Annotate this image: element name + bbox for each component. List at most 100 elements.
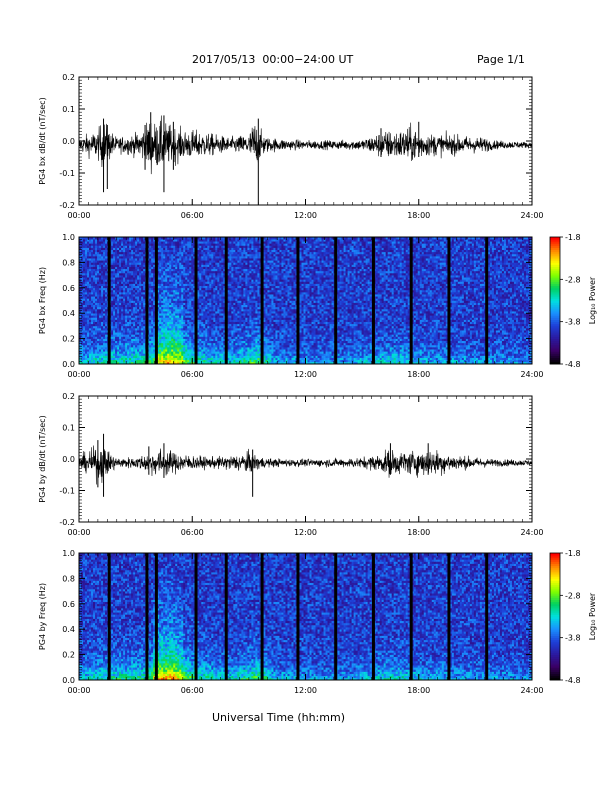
x-tick-label: 24:00 <box>520 686 543 695</box>
y-tick-label: 0.8 <box>62 574 75 583</box>
x-tick-label: 24:00 <box>520 211 543 220</box>
data-gap-band <box>224 553 228 680</box>
colorbar-tick-label: -2.8 <box>565 275 581 284</box>
plot-frame <box>78 236 533 365</box>
y-tick-label: 0.1 <box>62 424 75 433</box>
data-gap-band <box>194 553 198 680</box>
y-tick-label: 0.4 <box>62 625 75 634</box>
data-gap-band <box>260 237 264 364</box>
x-tick-label: 18:00 <box>407 211 430 220</box>
data-gap-band <box>371 237 375 364</box>
y-tick-label: 0.2 <box>62 335 75 344</box>
data-gap-band <box>485 237 489 364</box>
y-tick-label: 0.0 <box>62 455 75 464</box>
x-tick-label: 18:00 <box>407 370 430 379</box>
x-tick-label: 12:00 <box>294 528 317 537</box>
y-tick-label: 0.6 <box>62 600 75 609</box>
plot-frame <box>78 76 533 206</box>
data-gap-band <box>154 237 158 364</box>
x-tick-label: 06:00 <box>181 211 204 220</box>
y-axis-label: PG4 bx Freq (Hz) <box>38 267 47 334</box>
x-tick-label: 00:00 <box>67 528 90 537</box>
y-tick-label: -0.2 <box>59 518 75 527</box>
panel-3-trace <box>78 433 533 497</box>
plot-frame <box>78 395 533 523</box>
data-gap-band <box>145 553 149 680</box>
colorbar-tick-label: -3.8 <box>565 318 581 327</box>
y-tick-label: 0.2 <box>62 392 75 401</box>
panel-4-axes: 0.0 0.2 0.4 0.6 0.8 1.0 00:00 06:00 12:00 18:00 24… <box>38 549 544 695</box>
panel-1-trace <box>78 112 533 205</box>
data-gap-band <box>296 553 300 680</box>
colorbar-label: Log₁₀ Power <box>588 276 597 324</box>
x-tick-label: 12:00 <box>294 370 317 379</box>
y-tick-label: 0.2 <box>62 73 75 82</box>
x-tick-label: 24:00 <box>520 528 543 537</box>
colorbar-tick-label: -1.8 <box>565 233 581 242</box>
y-tick-label: -0.1 <box>59 487 75 496</box>
dbdt-series-line <box>78 115 533 175</box>
y-tick-label: 1.0 <box>62 549 75 558</box>
colorbar-tick-label: -1.8 <box>565 549 581 558</box>
data-gap-band <box>334 237 338 364</box>
data-gap-band <box>194 237 198 364</box>
colorbar: -1.8 -2.8 -3.8 -4.8 Log₁₀ Power <box>549 233 597 369</box>
panel-4-spectrogram <box>79 553 533 681</box>
data-gap-band <box>145 237 149 364</box>
x-tick-label: 00:00 <box>67 686 90 695</box>
dbdt-series-line <box>78 445 533 485</box>
data-gap-band <box>107 553 111 680</box>
x-tick-label: 06:00 <box>181 686 204 695</box>
colorbar-tick-label: -2.8 <box>565 591 581 600</box>
data-gap-band <box>371 553 375 680</box>
x-tick-label: 12:00 <box>294 211 317 220</box>
y-axis-label: PG4 bx dB/dt (nT/sec) <box>38 97 47 184</box>
data-gap-band <box>296 237 300 364</box>
data-gap-band <box>447 553 451 680</box>
data-gap-band <box>260 553 264 680</box>
x-tick-label: 06:00 <box>181 370 204 379</box>
x-tick-label: 18:00 <box>407 528 430 537</box>
y-tick-label: 0.4 <box>62 309 75 318</box>
figure-title: 2017/05/13 00:00−24:00 UT <box>192 53 353 66</box>
y-tick-label: -0.1 <box>59 169 75 178</box>
x-tick-label: 12:00 <box>294 686 317 695</box>
y-tick-label: 0.8 <box>62 258 75 267</box>
plot-frame <box>78 552 533 681</box>
y-tick-label: 0.2 <box>62 651 75 660</box>
y-tick-label: 0.0 <box>62 137 75 146</box>
page-number: Page 1/1 <box>477 53 525 66</box>
panel-2-axes: 0.0 0.2 0.4 0.6 0.8 1.0 00:00 06:00 12:00 18:00 24… <box>38 233 544 379</box>
y-tick-label: 0.0 <box>62 360 75 369</box>
y-tick-label: 0.1 <box>62 105 75 114</box>
data-gap-band <box>409 553 413 680</box>
data-gap-band <box>154 553 158 680</box>
colorbar-tick-label: -4.8 <box>565 360 581 369</box>
data-gap-band <box>107 237 111 364</box>
data-gap-band <box>447 237 451 364</box>
panel-3-axes: -0.2 -0.1 0.0 0.1 0.2 00:00 06:00 12:00 18:00 24:… <box>38 392 544 537</box>
y-tick-label: 0.6 <box>62 284 75 293</box>
y-axis-label: PG4 by Freq (Hz) <box>38 583 47 650</box>
y-tick-label: -0.2 <box>59 201 75 210</box>
data-gap-band <box>485 553 489 680</box>
colorbar-label: Log₁₀ Power <box>588 592 597 640</box>
x-tick-label: 24:00 <box>520 370 543 379</box>
y-tick-label: 1.0 <box>62 233 75 242</box>
panel-2-spectrogram <box>79 237 533 365</box>
data-gap-band <box>334 553 338 680</box>
x-tick-label: 00:00 <box>67 211 90 220</box>
y-axis-label: PG4 by dB/dt (nT/sec) <box>38 415 47 502</box>
colorbar: -1.8 -2.8 -3.8 -4.8 Log₁₀ Power <box>549 549 597 685</box>
colorbar-tick-label: -3.8 <box>565 634 581 643</box>
x-tick-label: 00:00 <box>67 370 90 379</box>
x-tick-label: 18:00 <box>407 686 430 695</box>
colorbar-tick-label: -4.8 <box>565 676 581 685</box>
x-tick-label: 06:00 <box>181 528 204 537</box>
data-gap-band <box>409 237 413 364</box>
x-axis-title: Universal Time (hh:mm) <box>212 711 345 724</box>
y-tick-label: 0.0 <box>62 676 75 685</box>
panel-1-axes: -0.2 -0.1 0.0 0.1 0.2 00:00 06:00 12:00 18:00 24:… <box>38 73 544 220</box>
